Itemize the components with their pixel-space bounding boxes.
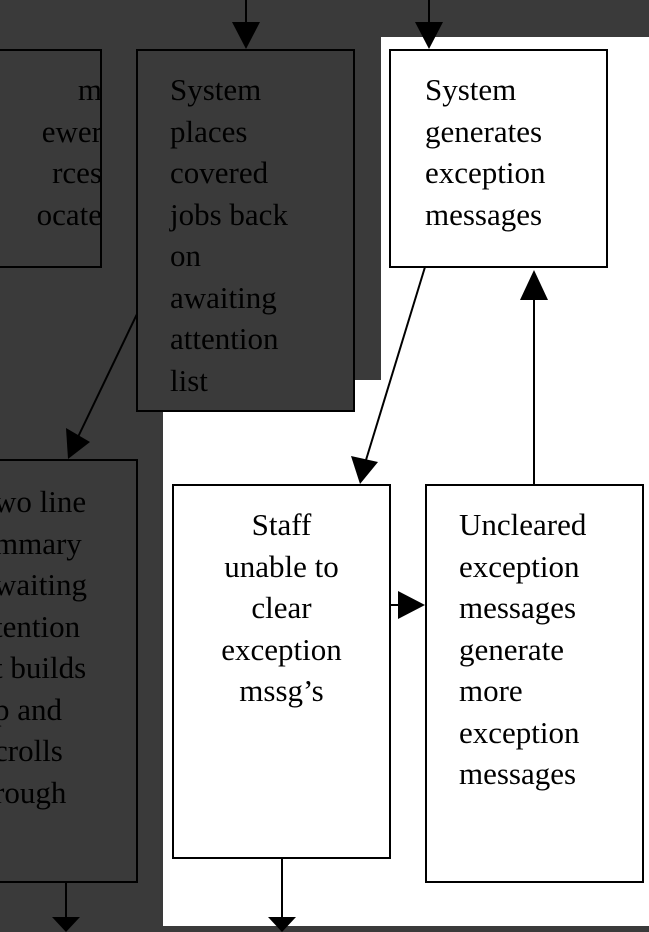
arrowhead-generates-msgs — [415, 22, 443, 49]
node-left-top: m ewer rces ocate — [0, 49, 102, 268]
node-staff-unable: Staff unable to clear exception mssg’s — [172, 484, 391, 859]
node-uncleared: Uncleared exception messages generate mo… — [425, 484, 644, 883]
arrowhead-generates-msgs-from-below — [520, 270, 548, 300]
node-left-bottom: wo line mmary waiting tention t builds p… — [0, 459, 138, 883]
node-staff-unable-label: Staff unable to clear exception mssg’s — [221, 507, 342, 708]
node-left-bottom-label: wo line mmary waiting tention t builds p… — [0, 484, 87, 810]
node-left-top-label: m ewer rces ocate — [36, 72, 102, 232]
node-places-jobs: System places covered jobs back on await… — [136, 49, 355, 412]
arrowhead-left-bottom — [66, 428, 90, 459]
arrowhead-uncleared — [398, 591, 425, 619]
arrowhead-staff-unable — [351, 456, 378, 484]
arrowhead-below-left — [52, 917, 80, 932]
arrowhead-below-staff — [268, 917, 296, 932]
node-generates-msgs: System generates exception messages — [389, 49, 608, 268]
arrowhead-places-jobs — [232, 22, 260, 49]
edge-places-jobs-to-left-bottom — [77, 313, 138, 438]
node-uncleared-label: Uncleared exception messages generate mo… — [459, 507, 587, 791]
edge-generates-msgs-to-staff-unable — [365, 266, 426, 461]
node-generates-msgs-label: System generates exception messages — [425, 72, 546, 232]
node-places-jobs-label: System places covered jobs back on await… — [170, 72, 288, 398]
